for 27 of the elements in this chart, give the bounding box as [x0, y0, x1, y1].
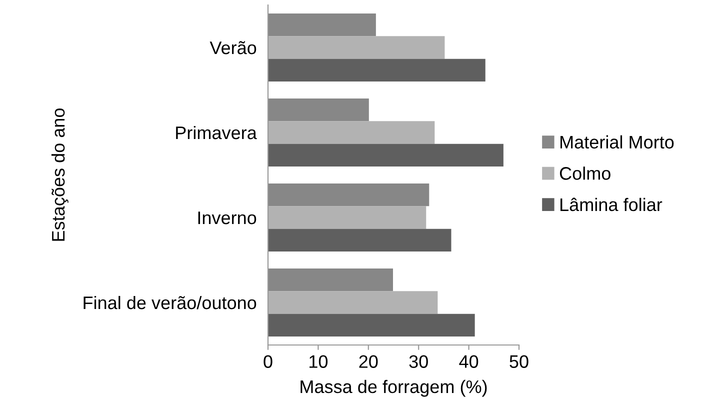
- x-axis-title: Massa de forragem (%): [300, 380, 487, 397]
- bar: [268, 14, 376, 36]
- legend-label: Material Morto: [560, 135, 674, 149]
- bar: [268, 98, 369, 122]
- bar: [268, 144, 504, 166]
- bar: [268, 314, 475, 336]
- bar: [268, 228, 452, 252]
- x-tick-label: 20: [359, 355, 378, 368]
- x-tick-label: 30: [409, 355, 428, 368]
- y-axis-title: Estações do ano: [51, 108, 68, 241]
- y-tick-label: Primavera: [176, 126, 257, 140]
- bar: [268, 184, 430, 206]
- bar: [268, 268, 393, 292]
- x-tick-label: 0: [264, 355, 272, 368]
- bar: [268, 58, 486, 82]
- y-tick-label: Verão: [210, 41, 256, 54]
- legend-label: Colmo: [560, 166, 610, 180]
- legend-label: Lâmina foliar: [560, 198, 662, 212]
- bar: [268, 291, 438, 314]
- y-tick-label: Final de verão/outono: [84, 296, 256, 310]
- bar: [268, 206, 426, 229]
- bar: [268, 36, 445, 59]
- x-tick-label: 10: [310, 355, 328, 368]
- bar: [268, 121, 435, 144]
- x-tick-label: 40: [459, 355, 478, 368]
- y-tick-label: Inverno: [198, 212, 256, 224]
- x-tick-label: 50: [510, 355, 528, 368]
